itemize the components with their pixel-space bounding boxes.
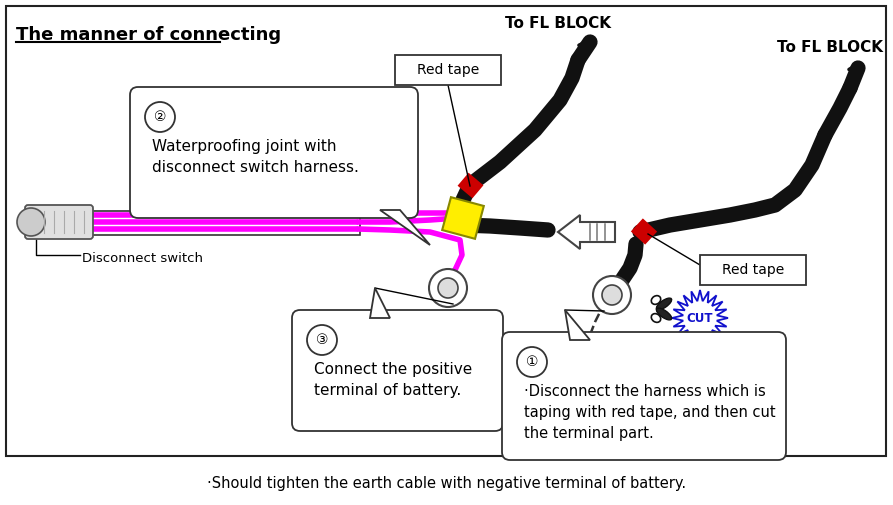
FancyBboxPatch shape (25, 205, 93, 239)
Text: To FL BLOCK: To FL BLOCK (777, 40, 883, 55)
Text: Disconnect switch: Disconnect switch (82, 251, 203, 265)
Ellipse shape (656, 298, 672, 310)
Bar (700, 255, 806, 285)
Bar (6, 6, 886, 456)
Text: ·Should tighten the earth cable with negative terminal of battery.: ·Should tighten the earth cable with neg… (207, 476, 686, 491)
Text: Waterproofing joint with
disconnect switch harness.: Waterproofing joint with disconnect swit… (152, 139, 359, 175)
Circle shape (593, 276, 631, 314)
Text: To FL BLOCK: To FL BLOCK (505, 16, 611, 31)
Circle shape (429, 269, 467, 307)
Circle shape (517, 347, 547, 377)
Polygon shape (565, 310, 590, 340)
Text: ①: ① (526, 355, 538, 369)
Circle shape (17, 208, 45, 236)
Ellipse shape (656, 308, 672, 320)
Polygon shape (558, 215, 615, 249)
Ellipse shape (651, 295, 661, 305)
Text: ②: ② (154, 110, 166, 124)
Text: ·Disconnect the harness which is
taping with red tape, and then cut
the terminal: ·Disconnect the harness which is taping … (524, 384, 776, 441)
Text: Connect the positive
terminal of battery.: Connect the positive terminal of battery… (314, 362, 472, 398)
Bar (92, 211, 360, 235)
Bar (395, 55, 501, 85)
FancyBboxPatch shape (292, 310, 503, 431)
Polygon shape (380, 210, 430, 245)
Ellipse shape (651, 314, 661, 322)
Text: ③: ③ (316, 333, 329, 347)
FancyBboxPatch shape (130, 87, 418, 218)
Circle shape (145, 102, 175, 132)
Text: Red tape: Red tape (722, 263, 784, 277)
Circle shape (307, 325, 337, 355)
Circle shape (438, 278, 458, 298)
Polygon shape (442, 197, 484, 239)
Circle shape (602, 285, 622, 305)
FancyBboxPatch shape (502, 332, 786, 460)
Text: The manner of connecting: The manner of connecting (16, 26, 281, 44)
Polygon shape (672, 290, 728, 346)
Polygon shape (370, 288, 390, 318)
Text: CUT: CUT (687, 313, 714, 326)
Text: Red tape: Red tape (417, 63, 480, 77)
